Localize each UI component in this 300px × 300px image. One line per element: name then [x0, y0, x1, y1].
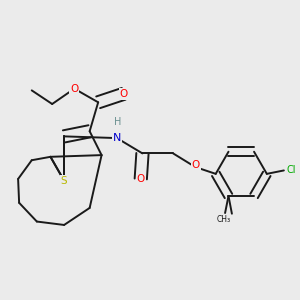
- Text: CH₃: CH₃: [216, 215, 230, 224]
- Text: Cl: Cl: [286, 165, 296, 176]
- Text: H: H: [114, 117, 121, 127]
- Text: O: O: [136, 174, 145, 184]
- Text: O: O: [192, 160, 200, 170]
- Text: O: O: [70, 84, 78, 94]
- Text: S: S: [61, 176, 68, 186]
- Text: N: N: [113, 133, 121, 143]
- Text: O: O: [120, 89, 128, 99]
